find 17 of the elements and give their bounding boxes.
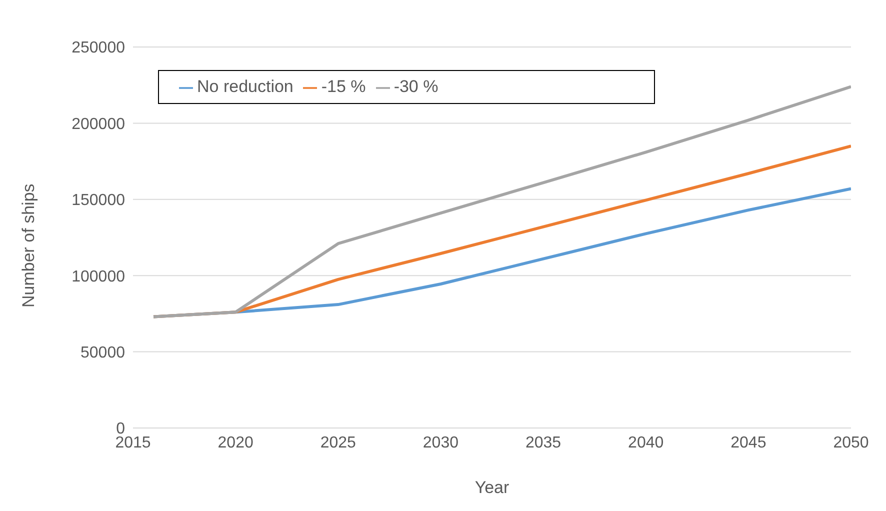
y-tick-label: 100000 bbox=[72, 268, 126, 286]
x-tick-label: 2050 bbox=[833, 434, 869, 452]
legend-label: -15 % bbox=[321, 77, 366, 96]
x-tick-label: 2025 bbox=[320, 434, 356, 452]
y-tick-label: 150000 bbox=[72, 192, 126, 210]
y-axis-title: Number of ships bbox=[19, 184, 38, 308]
y-tick-label: 50000 bbox=[80, 344, 126, 362]
legend-label: -30 % bbox=[394, 77, 438, 96]
x-tick-label: 2020 bbox=[218, 434, 254, 452]
x-axis-title: Year bbox=[474, 478, 510, 497]
legend-label: No reduction bbox=[197, 77, 294, 96]
y-tick-label: 200000 bbox=[72, 116, 126, 133]
x-tick-label: 2030 bbox=[422, 434, 459, 452]
y-tick-label: 250000 bbox=[72, 40, 126, 57]
x-tick-label: 2035 bbox=[525, 434, 562, 452]
x-tick-label: 2045 bbox=[730, 434, 766, 452]
x-tick-label: 2040 bbox=[628, 434, 664, 452]
